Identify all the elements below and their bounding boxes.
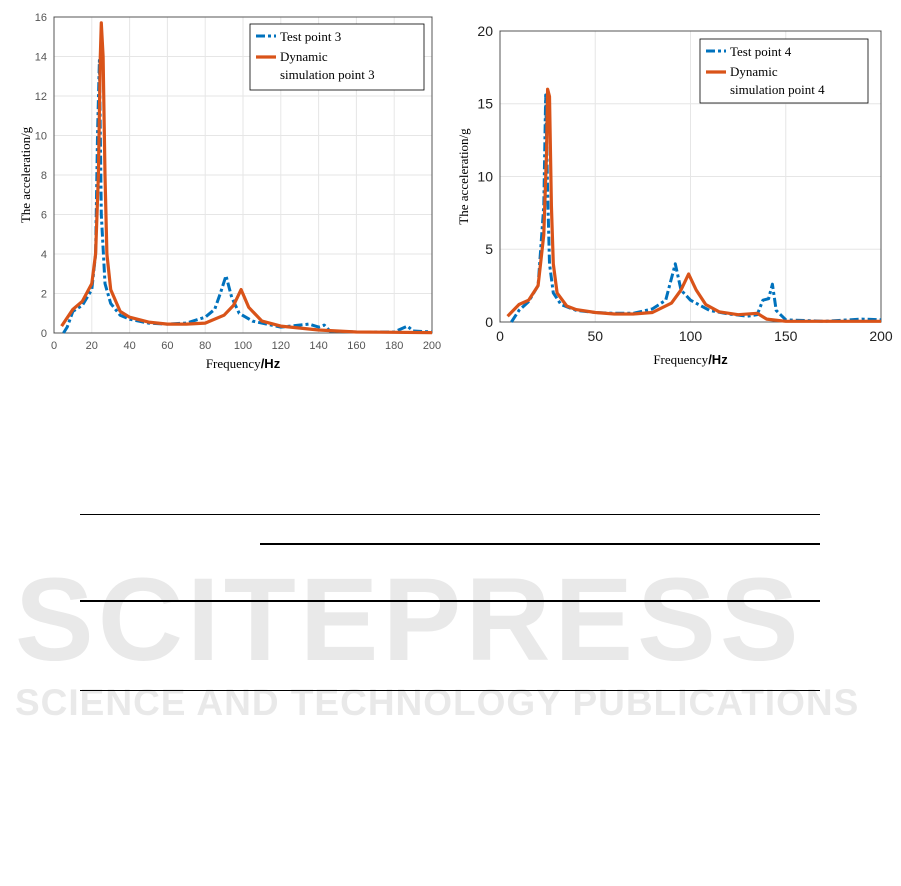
y-tick-label: 5 [485,241,493,257]
x-tick-label: 20 [86,340,98,352]
table-mid-rule [80,600,820,602]
x-tick-label: 40 [123,340,135,352]
legend-test-label: Test point 3 [280,29,341,44]
x-tick-label: 80 [199,340,211,352]
y-tick-label: 8 [41,170,47,182]
table-top-rule [80,514,820,515]
x-tick-label: 0 [51,340,57,352]
y-axis-label: The acceleration/g [456,128,471,225]
series-simulation-line [60,21,433,335]
y-tick-label: 15 [477,96,493,112]
y-tick-label: 0 [41,328,47,340]
y-axis-label: The acceleration/g [18,126,33,223]
legend-sim-label-line1: Dynamic [730,64,778,79]
y-tick-label: 20 [477,23,493,39]
axes-frame [53,16,433,334]
x-tick-label: 120 [272,340,290,352]
axes-frame [499,30,882,323]
x-tick-label: 140 [309,340,327,352]
legend-sim-label-line2: simulation point 3 [280,67,375,82]
legend [249,23,425,91]
x-axis-label: Frequency/Hz [653,352,728,367]
y-tick-label: 6 [41,209,47,221]
y-tick-label: 2 [41,288,47,300]
x-tick-label: 100 [234,340,252,352]
y-tick-label: 0 [485,314,493,330]
charts: 0 20 40 60 80 100 120 140 160 180 2000246810121416… [18,12,893,371]
x-tick-label: 180 [385,340,403,352]
legend-test-label: Test point 4 [730,44,792,59]
legend [699,38,869,104]
legend-sim-label-line2: simulation point 4 [730,82,825,97]
series-test-line [510,93,882,323]
watermark-subtitle: SCIENCE AND TECHNOLOGY PUBLICATIONS [15,682,860,723]
x-tick-label: 50 [587,328,603,344]
x-tick-label: 100 [679,328,703,344]
y-tick-label: 4 [41,249,47,261]
x-tick-label: 160 [347,340,365,352]
series-simulation-line [506,87,881,323]
y-tick-label: 16 [35,12,47,24]
x-tick-label: 0 [496,328,504,344]
x-tick-label: 200 [423,340,441,352]
y-tick-label: 10 [477,168,493,184]
x-axis-label: Frequency/Hz [206,356,281,371]
legend-sim-label-line1: Dynamic [280,49,328,64]
watermark-title: SCITEPRESS [15,554,803,686]
y-tick-label: 14 [35,51,47,63]
x-tick-label: 200 [869,328,893,344]
table-bottom-rule [80,690,820,691]
x-tick-label: 150 [774,328,798,344]
x-tick-label: 60 [161,340,173,352]
y-tick-label: 10 [35,130,47,142]
table-header-rule [260,543,820,545]
y-tick-label: 12 [35,91,47,103]
